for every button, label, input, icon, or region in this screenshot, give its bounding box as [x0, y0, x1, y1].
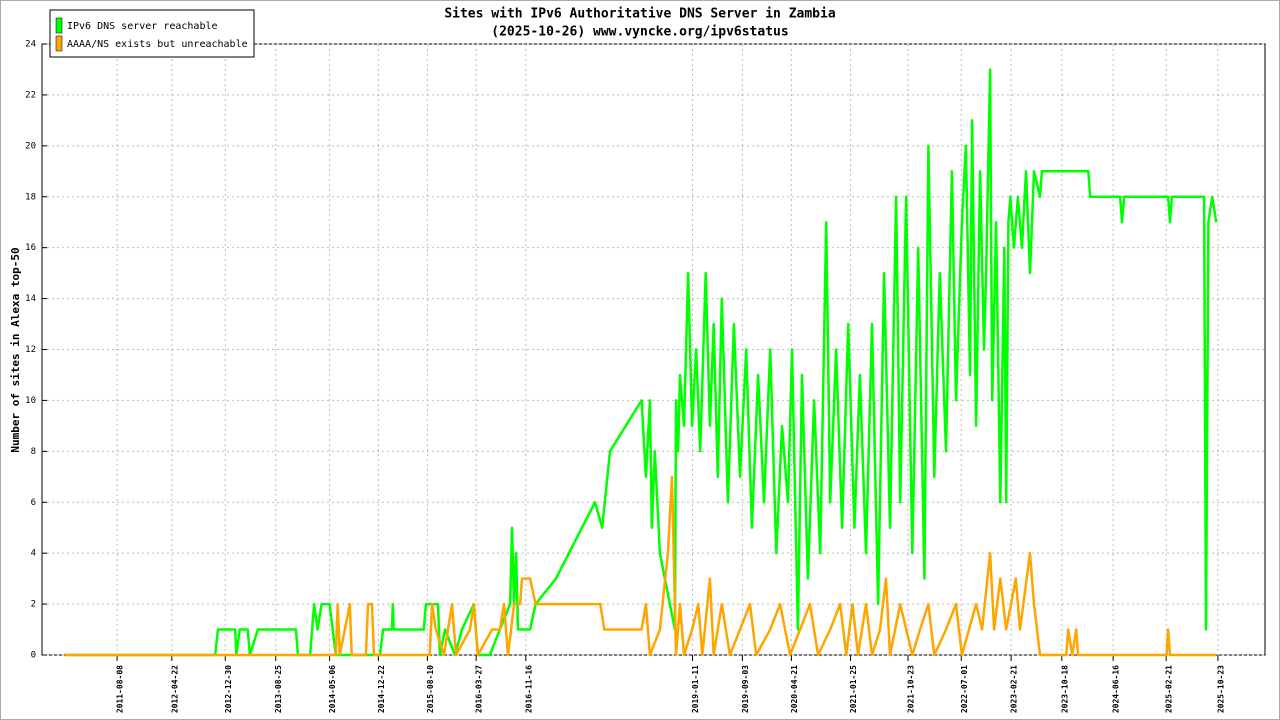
x-tick-label: 2025-10-23 — [1216, 665, 1225, 713]
y-tick-label: 14 — [25, 294, 36, 304]
y-tick-label: 18 — [25, 192, 36, 202]
y-tick-label: 2 — [31, 600, 36, 610]
y-tick-label: 20 — [25, 141, 36, 151]
y-axis-label: Number of sites in Alexa top-50 — [9, 247, 22, 452]
legend-label: IPv6 DNS server reachable — [67, 21, 218, 32]
x-tick-label: 2021-10-23 — [907, 665, 916, 713]
legend-label: AAAA/NS exists but unreachable — [67, 39, 248, 50]
legend-swatch — [55, 35, 63, 52]
chart-title: Sites with IPv6 Authoritative DNS Server… — [444, 7, 836, 22]
legend-box — [49, 9, 255, 58]
x-tick-label: 2012-12-30 — [224, 665, 233, 713]
x-tick-label: 2025-02-21 — [1165, 665, 1174, 713]
y-tick-label: 22 — [25, 90, 36, 100]
y-tick-label: 24 — [25, 40, 36, 50]
chart-subtitle: (2025-10-26) www.vyncke.org/ipv6status — [491, 25, 788, 40]
y-tick-label: 6 — [31, 498, 36, 508]
y-tick-label: 8 — [31, 447, 36, 457]
legend-swatch — [55, 17, 63, 34]
x-tick-label: 2016-03-27 — [475, 665, 484, 713]
x-tick-label: 2022-07-01 — [960, 665, 969, 713]
x-tick-label: 2024-06-16 — [1112, 665, 1121, 713]
x-tick-label: 2023-02-21 — [1010, 665, 1019, 713]
x-tick-label: 2023-10-18 — [1060, 665, 1069, 713]
x-tick-label: 2021-01-25 — [849, 665, 858, 713]
y-tick-label: 16 — [25, 243, 36, 253]
x-tick-label: 2016-11-16 — [524, 665, 533, 713]
x-tick-label: 2019-09-03 — [741, 665, 750, 713]
x-tick-label: 2011-08-08 — [116, 665, 125, 713]
x-tick-label: 2012-04-22 — [170, 665, 179, 713]
y-tick-label: 12 — [25, 345, 36, 355]
x-tick-label: 2019-01-11 — [691, 665, 700, 713]
y-tick-label: 0 — [31, 651, 36, 661]
y-tick-label: 4 — [31, 549, 36, 559]
x-tick-label: 2014-05-06 — [328, 665, 337, 713]
x-tick-label: 2014-12-22 — [377, 665, 386, 713]
x-tick-label: 2015-08-10 — [426, 665, 435, 713]
y-tick-label: 10 — [25, 396, 36, 406]
series-line — [64, 475, 1217, 657]
x-tick-label: 2013-08-25 — [274, 665, 283, 713]
x-tick-label: 2020-04-21 — [790, 665, 799, 713]
